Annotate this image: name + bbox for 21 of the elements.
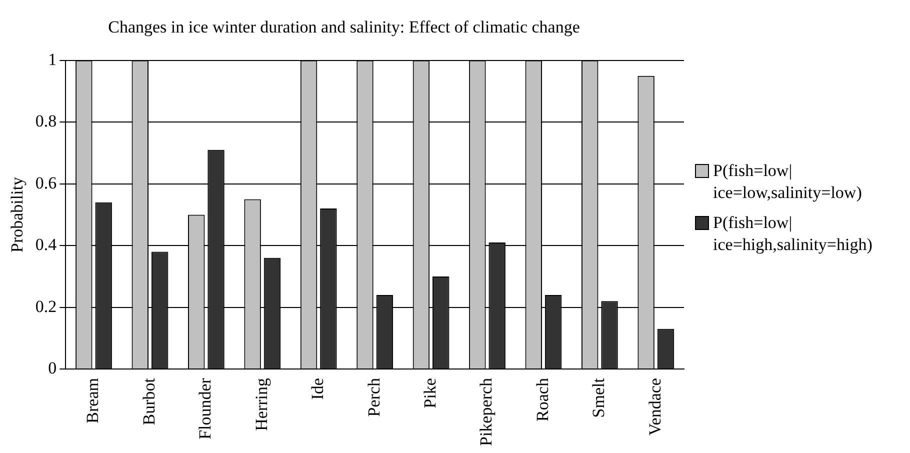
x-tick-label: Burbot (139, 378, 158, 426)
x-tick-label: Ide (308, 378, 328, 400)
x-tick-label: Pike (420, 378, 440, 408)
x-tick-label: Bream (83, 378, 102, 424)
y-tick-label: 0.8 (35, 112, 57, 131)
chart-title: Changes in ice winter duration and salinity: Effect of climatic change (108, 18, 580, 37)
y-tick-label: 0 (48, 358, 57, 378)
legend-label: P(fish=low|ice=low,salinity=low) (713, 160, 862, 204)
x-tick-label: Pikeperch (476, 378, 496, 446)
y-tick-label: 0.2 (35, 296, 57, 316)
y-tick-label: 1 (48, 50, 57, 69)
y-tick-label: 0.4 (35, 235, 58, 254)
y-tick-label: 0.6 (35, 173, 57, 192)
x-tick-label: Vendace (645, 378, 664, 436)
x-tick-label: Smelt (589, 378, 608, 418)
x-tick-label: Roach (532, 378, 552, 422)
y-axis-title: Probability (8, 176, 27, 252)
x-tick-label: Herring (252, 378, 271, 431)
legend-label: P(fish=low|ice=high,salinity=high) (713, 212, 872, 256)
x-tick-label: Flounder (196, 378, 215, 440)
x-tick-label: Perch (364, 378, 384, 417)
